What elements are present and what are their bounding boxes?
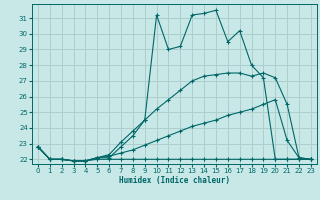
X-axis label: Humidex (Indice chaleur): Humidex (Indice chaleur) (119, 176, 230, 185)
